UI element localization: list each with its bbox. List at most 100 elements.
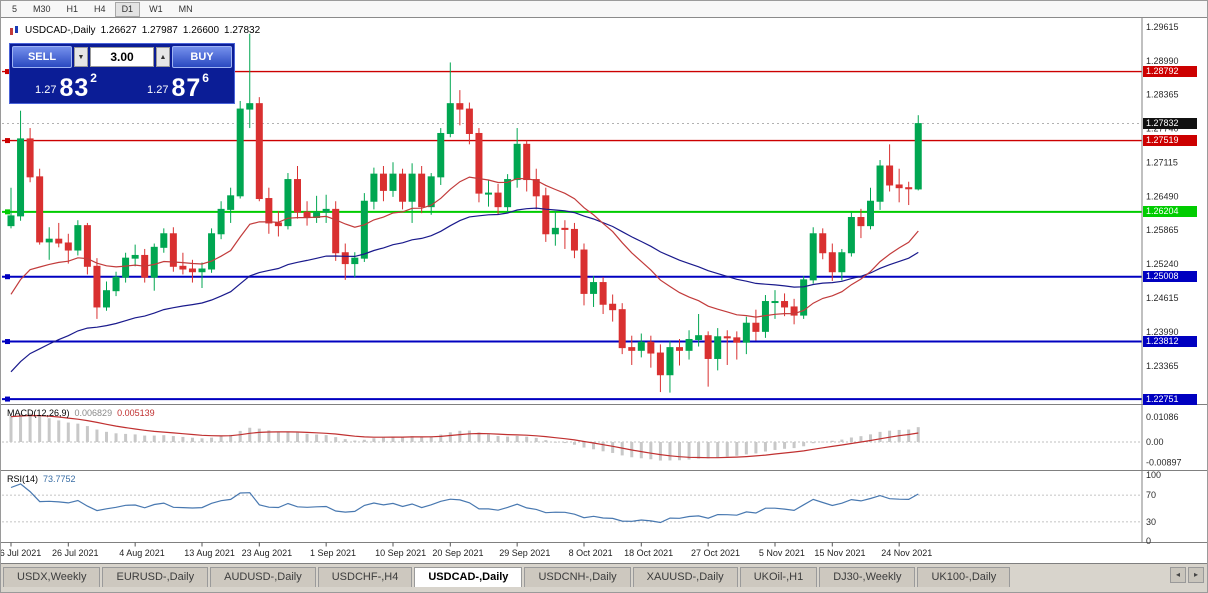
chart-tab-audusd-daily[interactable]: AUDUSD-,Daily bbox=[210, 567, 316, 587]
rsi-line bbox=[10, 483, 919, 524]
volume-decrease-button[interactable]: ▼ bbox=[74, 47, 88, 67]
ma-slow-line bbox=[10, 207, 919, 373]
candle-body bbox=[93, 265, 101, 308]
macd-histogram-bar bbox=[238, 430, 242, 442]
macd-signal-value: 0.005139 bbox=[117, 408, 155, 418]
line-handle[interactable] bbox=[5, 339, 10, 345]
macd-histogram-bar bbox=[744, 442, 748, 455]
macd-histogram-bar bbox=[658, 442, 662, 461]
buy-price-prefix: 1.27 bbox=[147, 84, 169, 96]
macd-histogram-bar bbox=[133, 434, 137, 442]
candle-body bbox=[847, 217, 855, 254]
timeframe-w1-button[interactable]: W1 bbox=[149, 3, 163, 14]
candle-body bbox=[55, 238, 63, 244]
line-handle[interactable] bbox=[5, 69, 10, 75]
ohlc-low: 1.26600 bbox=[182, 25, 220, 36]
line-handle[interactable] bbox=[5, 138, 10, 144]
candle-body bbox=[150, 246, 158, 278]
price-level-tag[interactable]: 1.25008 bbox=[1143, 271, 1197, 283]
chart-tab-eurusd-daily[interactable]: EURUSD-,Daily bbox=[102, 567, 209, 587]
macd-histogram-bar bbox=[229, 434, 233, 442]
timeframe-h1-button[interactable]: H1 bbox=[66, 3, 79, 14]
line-handle[interactable] bbox=[5, 209, 10, 215]
macd-label: MACD(12,26,9) 0.006829 0.005139 bbox=[7, 408, 155, 418]
current-price-tag[interactable]: 1.27832 bbox=[1143, 118, 1197, 130]
candle-body bbox=[17, 138, 25, 217]
candle-body bbox=[284, 179, 292, 227]
volume-increase-button[interactable]: ▲ bbox=[156, 47, 170, 67]
x-axis-date-label: 4 Aug 2021 bbox=[119, 548, 165, 558]
sell-button[interactable]: SELL bbox=[12, 46, 72, 68]
macd-histogram-bar bbox=[534, 437, 538, 442]
macd-histogram-bar bbox=[592, 442, 596, 450]
candle-body bbox=[475, 132, 483, 194]
tab-scroll-left-button[interactable]: ◂ bbox=[1170, 567, 1186, 583]
macd-histogram-bar bbox=[391, 436, 395, 442]
chart-tab-usdchf-h4[interactable]: USDCHF-,H4 bbox=[317, 567, 413, 587]
ohlc-open: 1.26627 bbox=[100, 25, 137, 36]
macd-histogram-bar bbox=[401, 436, 405, 442]
timeframe-5-button[interactable]: 5 bbox=[12, 3, 18, 14]
macd-histogram-bar bbox=[763, 442, 767, 452]
chart-tab-dj30-weekly[interactable]: DJ30-,Weekly bbox=[819, 567, 916, 587]
sell-price[interactable]: 1.27 83 2 bbox=[10, 70, 122, 103]
candle-body bbox=[399, 173, 407, 202]
timeframe-h4-button[interactable]: H4 bbox=[94, 3, 106, 14]
macd-histogram-bar bbox=[849, 437, 853, 442]
x-axis-date-label: 10 Sep 2021 bbox=[375, 548, 427, 558]
macd-histogram-bar bbox=[124, 433, 128, 442]
chart-tab-usdcad-daily[interactable]: USDCAD-,Daily bbox=[414, 567, 523, 587]
chart-title: USDCAD-,Daily bbox=[25, 25, 96, 36]
candle-body bbox=[74, 225, 82, 251]
candle-body bbox=[494, 192, 502, 208]
macd-histogram-bar bbox=[802, 442, 806, 447]
chart-tab-xauusd-daily[interactable]: XAUUSD-,Daily bbox=[632, 567, 738, 587]
macd-histogram-bar bbox=[315, 434, 319, 442]
chart-tab-ukoil-h1[interactable]: UKOil-,H1 bbox=[739, 567, 818, 587]
macd-histogram-bar bbox=[410, 436, 414, 442]
candle-body bbox=[427, 176, 435, 208]
price-level-tag[interactable]: 1.23812 bbox=[1143, 336, 1197, 348]
candle-body bbox=[26, 138, 34, 178]
macd-histogram-bar bbox=[544, 440, 548, 442]
candle-body bbox=[781, 301, 789, 308]
timeframe-m30-button[interactable]: M30 bbox=[33, 3, 51, 14]
timeframe-d1-button[interactable]: D1 bbox=[114, 1, 141, 17]
candle-body bbox=[532, 179, 540, 197]
buy-price[interactable]: 1.27 87 6 bbox=[122, 70, 234, 103]
candle-body bbox=[112, 276, 120, 292]
buy-button[interactable]: BUY bbox=[172, 46, 232, 68]
chart-tab-usdx-weekly[interactable]: USDX,Weekly bbox=[3, 567, 101, 587]
line-handle[interactable] bbox=[5, 274, 10, 280]
x-axis-date-label: 13 Aug 2021 bbox=[184, 548, 235, 558]
chart-tab-usdcnh-daily[interactable]: USDCNH-,Daily bbox=[524, 567, 631, 587]
macd-histogram-bar bbox=[477, 432, 481, 442]
price-level-tag[interactable]: 1.22751 bbox=[1143, 393, 1197, 405]
price-axis-label: 1.28365 bbox=[1146, 90, 1179, 100]
volume-input[interactable]: 3.00 bbox=[90, 47, 154, 67]
x-axis-date-label: 27 Oct 2021 bbox=[690, 548, 741, 558]
price-level-tag[interactable]: 1.28792 bbox=[1143, 66, 1197, 78]
chart-tab-uk100-daily[interactable]: UK100-,Daily bbox=[917, 567, 1011, 587]
candle-body bbox=[7, 215, 15, 227]
line-handle[interactable] bbox=[5, 396, 10, 402]
macd-histogram-bar bbox=[792, 442, 796, 449]
candle-body bbox=[64, 242, 72, 251]
candle-body bbox=[351, 257, 359, 265]
macd-histogram-bar bbox=[324, 435, 328, 442]
x-axis-date-label: 20 Sep 2021 bbox=[432, 548, 484, 558]
timeframe-mn-button[interactable]: MN bbox=[178, 3, 193, 14]
price-level-tag[interactable]: 1.27519 bbox=[1143, 135, 1197, 147]
macd-histogram-bar bbox=[458, 430, 462, 442]
rsi-label: RSI(14) 73.7752 bbox=[7, 474, 76, 484]
macd-histogram-bar bbox=[286, 431, 290, 442]
tab-scroll-right-button[interactable]: ▸ bbox=[1188, 567, 1204, 583]
macd-histogram-bar bbox=[448, 432, 452, 442]
price-level-tag[interactable]: 1.26204 bbox=[1143, 206, 1197, 218]
price-axis-label: 1.25240 bbox=[1146, 259, 1179, 269]
candle-body bbox=[322, 208, 330, 213]
macd-histogram-bar bbox=[57, 420, 61, 442]
candle-body bbox=[570, 228, 578, 251]
macd-histogram-bar bbox=[706, 442, 710, 459]
